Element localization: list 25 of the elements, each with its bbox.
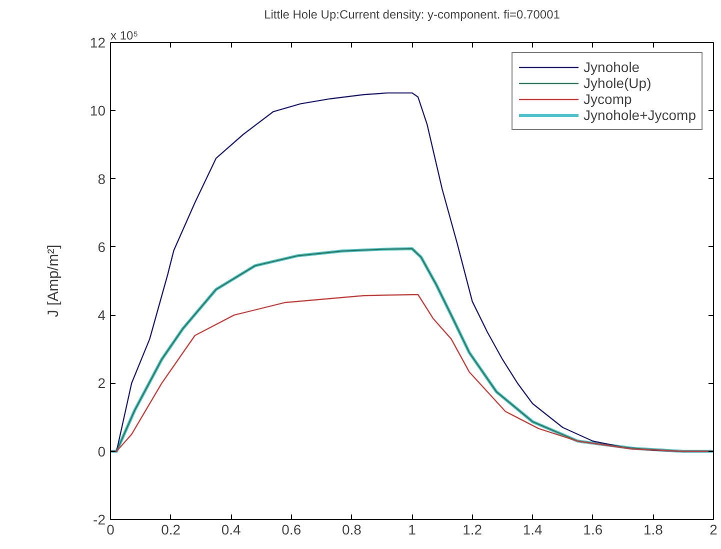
y-tick-label: 2 — [98, 375, 106, 392]
legend-label: Jynohole — [584, 59, 640, 75]
y-tick-label: 6 — [98, 238, 106, 255]
y-tick-label: -2 — [93, 512, 106, 528]
annotation: x 10⁵ — [110, 28, 138, 42]
y-tick-label: 10 — [90, 102, 106, 119]
legend-label: Jynohole+Jycomp — [584, 107, 696, 123]
x-tick-label: 1.4 — [522, 522, 543, 538]
x-tick-label: 0.2 — [161, 522, 181, 538]
y-tick-label: 0 — [98, 443, 106, 460]
x-tick-label: 0.6 — [282, 522, 302, 538]
y-tick-label: 12 — [90, 34, 106, 50]
x-tick-label: 1.8 — [643, 522, 664, 538]
y-tick-label: 4 — [98, 307, 106, 324]
x-tick-label: 0.4 — [221, 522, 242, 538]
x-tick-label: 2 — [710, 522, 718, 538]
x-tick-label: 1.2 — [462, 522, 482, 538]
legend-label: Jyhole(Up) — [584, 75, 652, 91]
y-axis-title: J [Amp/m²] — [44, 244, 62, 318]
x-tick-label: 1.6 — [583, 522, 603, 538]
chart-title: Little Hole Up:Current density: y-component. fi=0.70001 — [264, 8, 560, 22]
x-tick-label: 1 — [408, 522, 416, 538]
legend-label: Jycomp — [584, 91, 632, 107]
x-tick-label: 0.8 — [342, 522, 362, 538]
y-tick-label: 8 — [98, 170, 106, 187]
